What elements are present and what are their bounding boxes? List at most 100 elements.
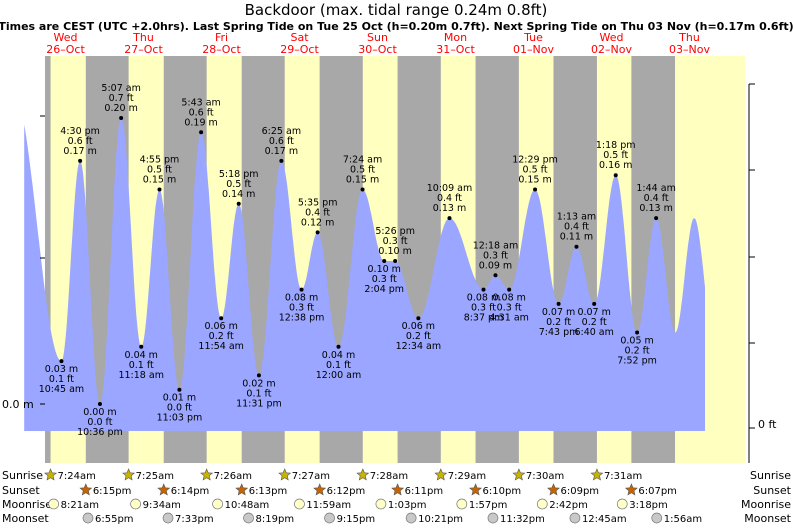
sunrise-icon bbox=[278, 468, 292, 481]
chart-subtitle: Times are CEST (UTC +2.0hrs). Last Sprin… bbox=[0, 20, 793, 33]
sunset-time: 6:09pm bbox=[560, 486, 599, 497]
moonset-time: 6:55pm bbox=[95, 514, 134, 525]
tide-point-dot bbox=[393, 259, 398, 263]
tide-point-dot bbox=[613, 173, 618, 178]
tide-height-ft-label: 0.6 ft bbox=[189, 107, 214, 118]
tide-height-ft-label: 0.0 ft bbox=[167, 403, 192, 414]
high-tide-point: 1:18 pm0.5 ft0.16 m bbox=[596, 140, 636, 178]
tide-time-label: 1:44 am bbox=[636, 183, 675, 194]
tide-time-label: 11:18 am bbox=[118, 370, 163, 381]
low-tide-point: 0.08 m0.3 ft8:37 pm bbox=[464, 287, 503, 324]
tide-point-dot bbox=[157, 187, 162, 192]
moonset-time: 1:56am bbox=[664, 514, 702, 525]
high-tide-point: 5:26 pm0.3 ft0.10 m bbox=[375, 226, 415, 263]
tide-point-dot bbox=[493, 273, 498, 278]
sunrise-time: 7:30am bbox=[526, 471, 564, 482]
tide-time-label: 5:26 pm bbox=[375, 226, 415, 237]
tide-height-ft-label: 0.2 ft bbox=[546, 317, 571, 328]
tide-point-dot bbox=[481, 287, 486, 292]
tide-height-ft-label: 0.7 ft bbox=[109, 93, 134, 104]
tide-time-label: 5:35 pm bbox=[298, 197, 338, 208]
tide-time-label: 7:52 pm bbox=[617, 356, 657, 367]
tide-height-m-label: 0.02 m bbox=[242, 378, 275, 389]
sunset-time: 6:13pm bbox=[249, 486, 288, 497]
low-tide-point: 0.08 m0.3 ft4:31 am bbox=[489, 287, 529, 324]
moonset-icon bbox=[487, 512, 499, 524]
tide-height-m-label: 0.04 m bbox=[322, 350, 355, 361]
day-header-date: 30–Oct bbox=[358, 43, 397, 56]
tide-height-ft-label: 0.1 ft bbox=[326, 360, 351, 371]
sunrise-icon bbox=[512, 468, 526, 481]
day-header-dow: Thu bbox=[678, 31, 700, 44]
moonrise-icon bbox=[130, 498, 141, 510]
tide-time-label: 4:30 pm bbox=[60, 126, 100, 137]
moonset-time: 10:21pm bbox=[418, 514, 463, 525]
moonrise-icon bbox=[456, 498, 468, 510]
tide-time-label: 5:18 pm bbox=[219, 169, 259, 180]
low-tide-point: 0.07 m0.2 ft7:43 pm bbox=[539, 301, 578, 338]
tide-time-label: 4:55 pm bbox=[140, 155, 180, 166]
tide-height-m-label: 0.13 m bbox=[433, 203, 466, 214]
tide-point-dot bbox=[279, 158, 284, 163]
tide-height-ft-label: 0.4 ft bbox=[437, 193, 462, 204]
tide-height-ft-label: 0.5 ft bbox=[147, 165, 172, 176]
tide-point-dot bbox=[635, 330, 640, 335]
tide-height-ft-label: 0.4 ft bbox=[644, 193, 669, 204]
tide-height-m-label: 0.10 m bbox=[378, 246, 411, 257]
sunrise-icon bbox=[122, 468, 136, 481]
sunrise-time: 7:31am bbox=[604, 471, 642, 482]
tide-point-dot bbox=[97, 402, 102, 406]
tide-point-dot bbox=[256, 373, 261, 378]
tide-height-ft-label: 0.2 ft bbox=[625, 346, 650, 357]
day-header-dow: Fri bbox=[215, 31, 228, 44]
sunset-icon bbox=[547, 483, 560, 496]
tide-height-m-label: 0.11 m bbox=[560, 232, 593, 243]
moonset-time: 12:45am bbox=[582, 514, 627, 525]
tide-point-dot bbox=[119, 116, 124, 120]
sunrise-time: 7:28am bbox=[370, 471, 408, 482]
tide-height-ft-label: 0.2 ft bbox=[209, 331, 234, 342]
tide-time-label: 5:07 am bbox=[101, 83, 140, 94]
tide-point-dot bbox=[447, 216, 452, 221]
tide-height-m-label: 0.13 m bbox=[639, 203, 672, 214]
tide-time-label: 7:24 am bbox=[343, 155, 382, 166]
tide-time-label: 11:31 pm bbox=[236, 398, 282, 409]
tide-point-dot bbox=[592, 301, 597, 306]
day-header-dow: Sat bbox=[290, 31, 309, 44]
sunrise-time: 7:29am bbox=[448, 471, 486, 482]
tide-time-label: 11:54 am bbox=[198, 341, 243, 352]
moonrise-icon bbox=[294, 498, 305, 510]
moonset-icon bbox=[243, 512, 254, 524]
moonrise-icon bbox=[212, 498, 223, 510]
tide-height-m-label: 0.08 m bbox=[467, 293, 500, 304]
tide-point-dot bbox=[360, 187, 365, 192]
day-header-date: 28–Oct bbox=[202, 43, 241, 56]
tide-height-m-label: 0.07 m bbox=[542, 307, 575, 318]
tide-time-label: 6:40 am bbox=[574, 327, 613, 338]
high-tide-point: 5:18 pm0.5 ft0.14 m bbox=[219, 169, 259, 206]
high-tide-point: 12:18 am0.3 ft0.09 m bbox=[473, 240, 518, 278]
high-tide-point: 6:25 am0.6 ft0.17 m bbox=[262, 126, 301, 163]
tide-height-m-label: 0.07 m bbox=[577, 307, 610, 318]
tide-height-ft-label: 0.2 ft bbox=[582, 317, 607, 328]
sunset-row-label-left: Sunset bbox=[2, 484, 40, 497]
day-header-dow: Sun bbox=[367, 31, 388, 44]
sunrise-time: 7:25am bbox=[136, 471, 174, 482]
moonrise-time: 1:57pm bbox=[469, 500, 508, 511]
right-axis-zero-label: 0 ft bbox=[758, 418, 777, 431]
tide-height-ft-label: 0.3 ft bbox=[497, 303, 522, 314]
sunrise-icon bbox=[434, 468, 448, 481]
sunrise-time: 7:27am bbox=[292, 471, 330, 482]
moonset-time: 7:33pm bbox=[175, 514, 214, 525]
tide-time-label: 10:45 am bbox=[39, 384, 84, 395]
tide-point-dot bbox=[533, 187, 538, 192]
high-tide-point: 5:35 pm0.4 ft0.12 m bbox=[298, 197, 338, 235]
tide-height-ft-label: 0.6 ft bbox=[269, 136, 294, 147]
moonrise-row-label-left: Moonrise bbox=[2, 498, 52, 511]
high-tide-point: 4:55 pm0.5 ft0.15 m bbox=[140, 155, 180, 192]
high-tide-point: 12:29 pm0.5 ft0.15 m bbox=[512, 155, 558, 192]
